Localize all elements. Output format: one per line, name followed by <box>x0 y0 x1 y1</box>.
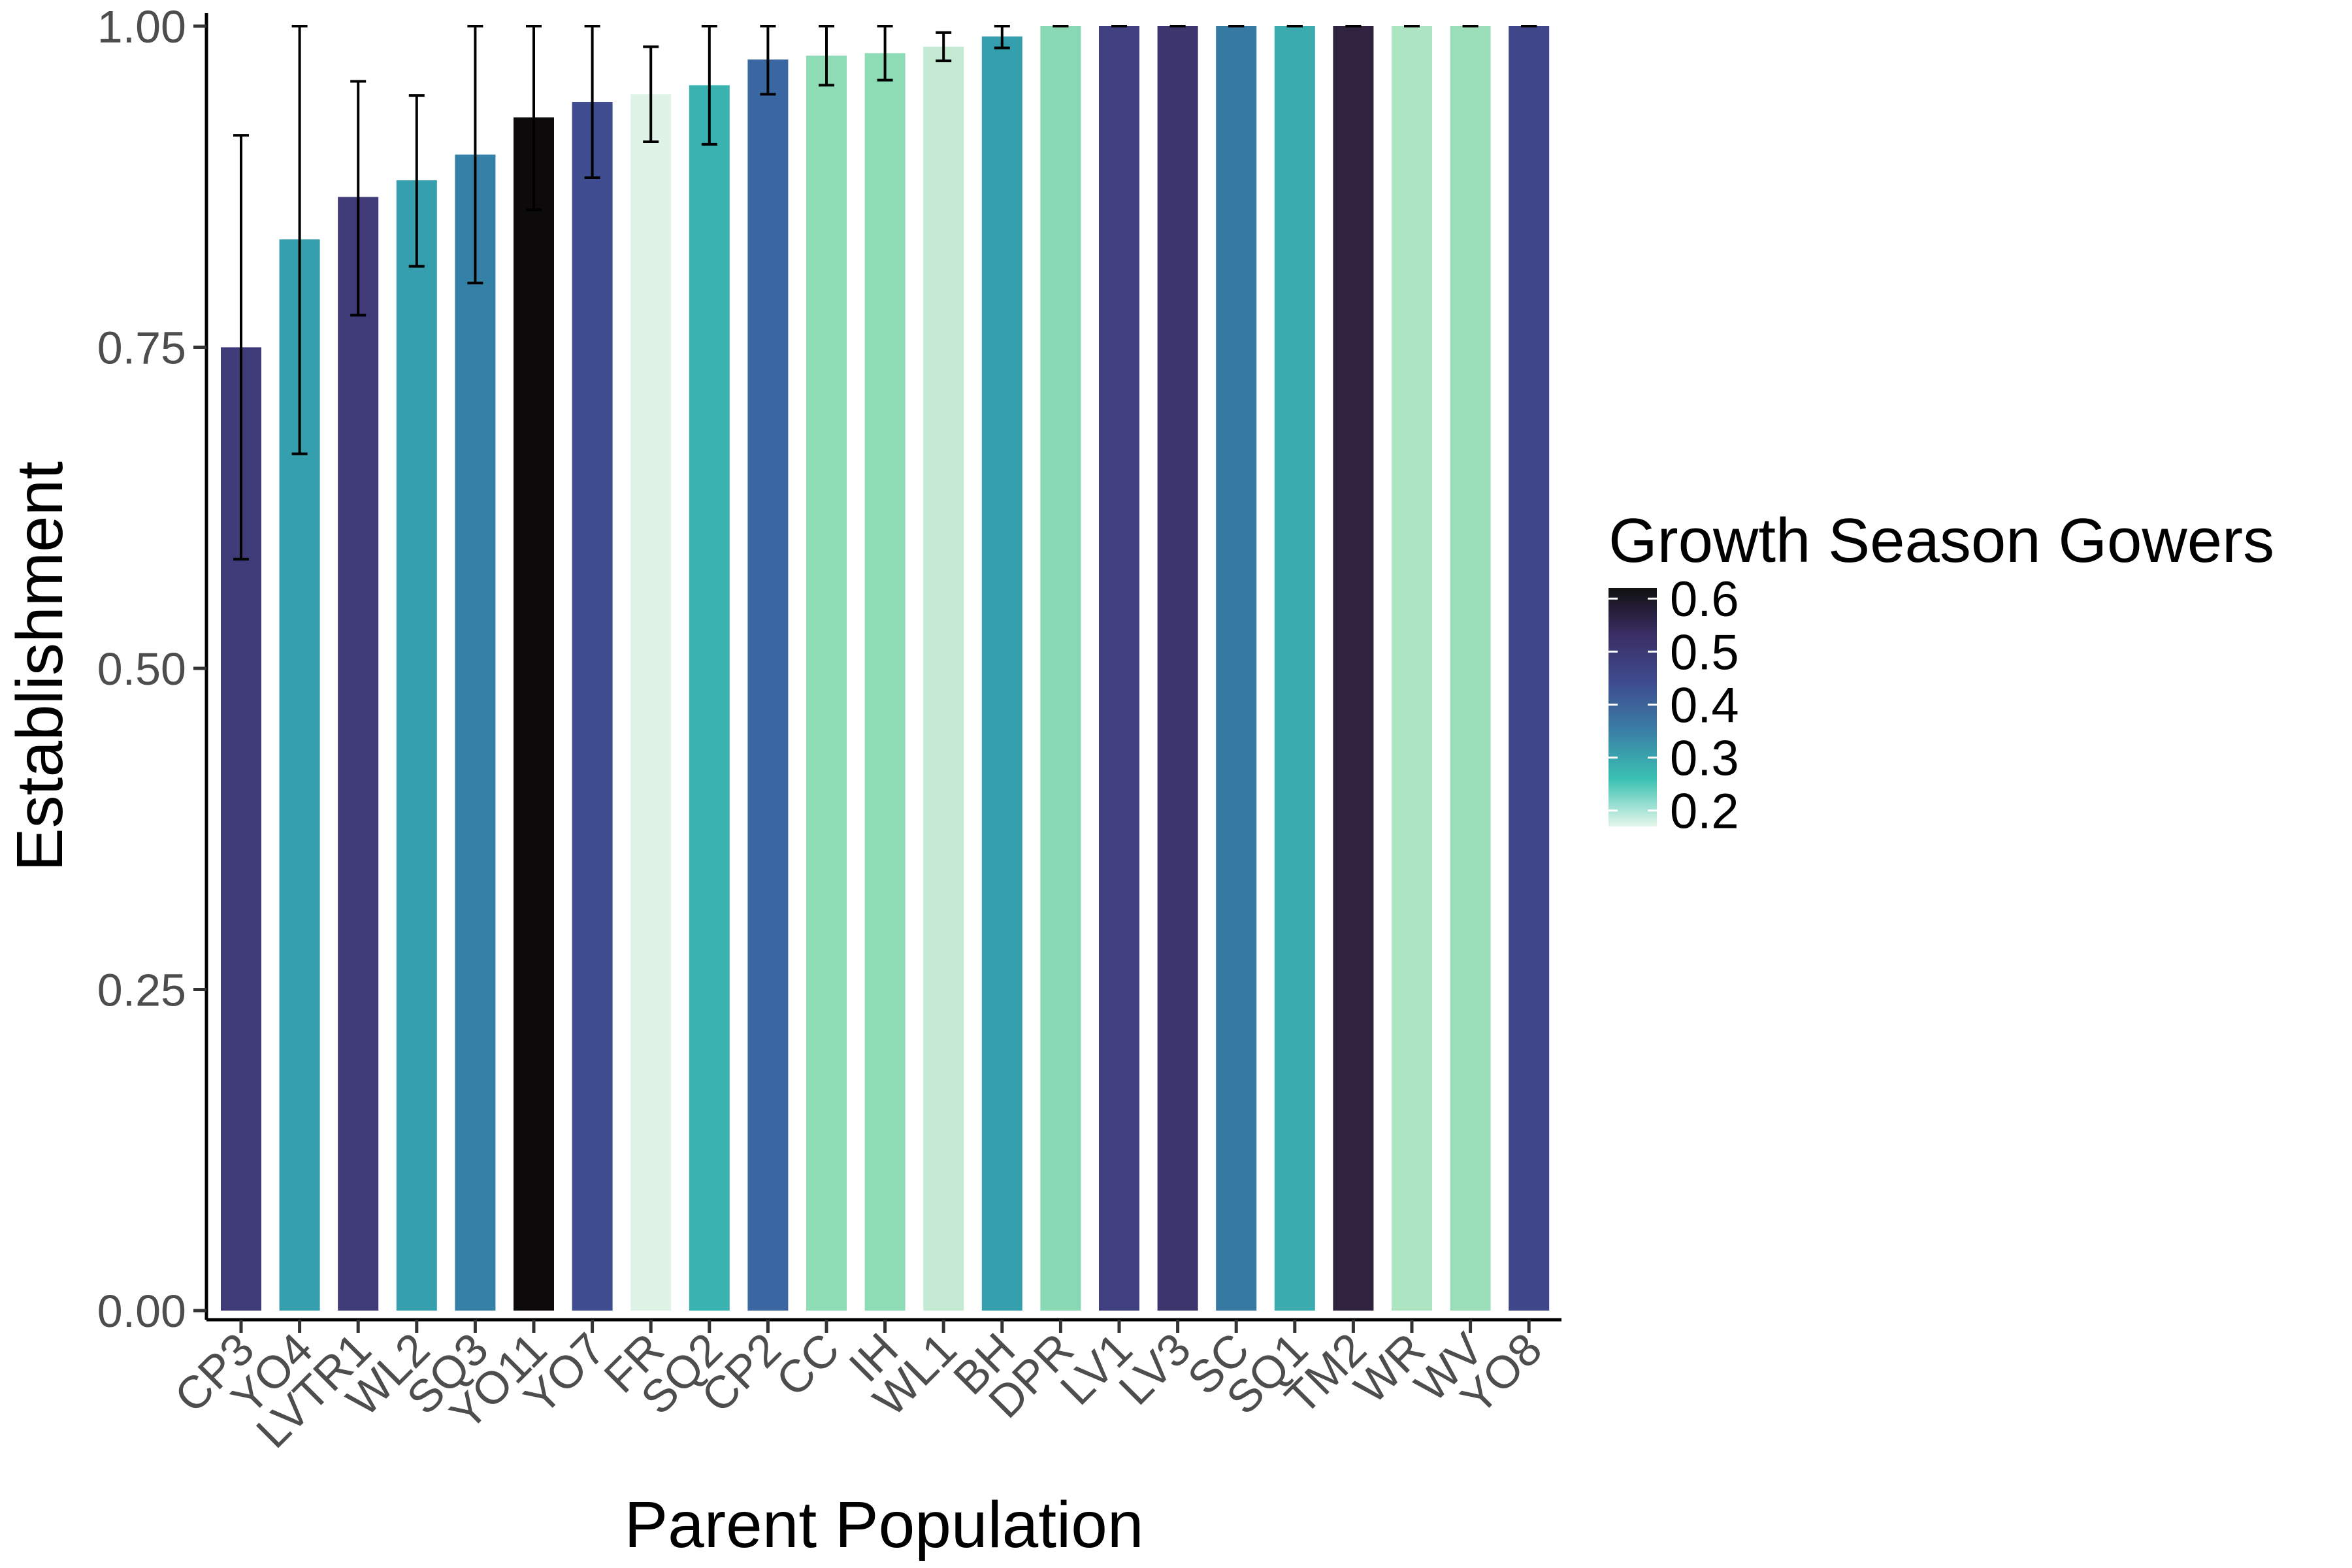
bars-layer <box>221 26 1550 1311</box>
bar-wl2 <box>396 180 437 1311</box>
legend: Growth Season Gowers 0.60.50.40.30.2 <box>1609 506 2274 840</box>
error-bar-cc <box>819 25 834 87</box>
bar-wv <box>1450 26 1491 1311</box>
x-tick-label-cc: CC <box>766 1323 849 1406</box>
error-bar-yo11 <box>526 25 542 212</box>
error-bars-layer <box>233 25 1537 561</box>
error-bar-wl1 <box>936 31 952 63</box>
legend-tick-label: 0.6 <box>1670 572 1739 627</box>
bar-sq3 <box>455 154 496 1311</box>
error-bar-cp3 <box>233 134 249 561</box>
bar-lv1 <box>1099 26 1139 1311</box>
error-bar-yo4 <box>291 25 308 455</box>
bar-wl1 <box>923 46 964 1311</box>
bar-bh <box>981 36 1022 1311</box>
error-bar-wl2 <box>408 94 425 268</box>
legend-colorbar <box>1609 588 1657 826</box>
bar-sq2 <box>689 85 730 1311</box>
error-bar-bh <box>994 25 1010 50</box>
x-axis-title: Parent Population <box>624 1488 1143 1561</box>
legend-title: Growth Season Gowers <box>1609 506 2274 576</box>
error-bar-ih <box>877 25 893 82</box>
y-ticks-layer: 0.00 0.25 0.50 0.75 1.00 <box>97 1 206 1337</box>
bar-yo7 <box>572 101 613 1311</box>
bar-fr <box>630 94 672 1311</box>
bar-lv3 <box>1157 26 1198 1311</box>
bar-sc <box>1216 26 1257 1311</box>
legend-tick-label: 0.3 <box>1670 731 1739 787</box>
legend-ticks-layer: 0.60.50.40.30.2 <box>1609 572 1739 840</box>
y-axis-title: Establishment <box>3 461 76 872</box>
y-tick-label: 0.00 <box>97 1286 186 1337</box>
error-bar-sq2 <box>701 25 717 146</box>
bar-tm2 <box>1333 26 1374 1311</box>
bar-wr <box>1392 26 1432 1311</box>
error-bar-fr <box>643 45 659 143</box>
bar-ih <box>864 53 906 1311</box>
bar-yo11 <box>514 117 554 1311</box>
legend-tick-label: 0.5 <box>1670 625 1739 680</box>
y-tick-label: 0.75 <box>97 323 186 374</box>
error-bar-lvtr1 <box>350 80 367 317</box>
error-bar-cp2 <box>760 25 776 96</box>
bar-cc <box>806 56 847 1311</box>
error-bar-yo7 <box>584 25 600 179</box>
bar-lvtr1 <box>338 197 379 1311</box>
bar-sq1 <box>1274 26 1315 1311</box>
error-bar-sq3 <box>467 25 483 285</box>
bar-yo8 <box>1509 26 1550 1311</box>
legend-tick-label: 0.2 <box>1670 784 1739 840</box>
y-tick-label: 0.50 <box>97 644 186 694</box>
legend-tick-label: 0.4 <box>1670 678 1739 733</box>
y-tick-label: 1.00 <box>97 1 186 52</box>
bar-dpr <box>1040 26 1081 1311</box>
y-tick-label: 0.25 <box>97 965 186 1016</box>
x-ticks-layer: CP3YO4LVTR1WL2SQ3YO11YO7FRSQ2CP2CCIHWL1B… <box>165 1320 1552 1458</box>
bar-cp2 <box>747 59 789 1311</box>
